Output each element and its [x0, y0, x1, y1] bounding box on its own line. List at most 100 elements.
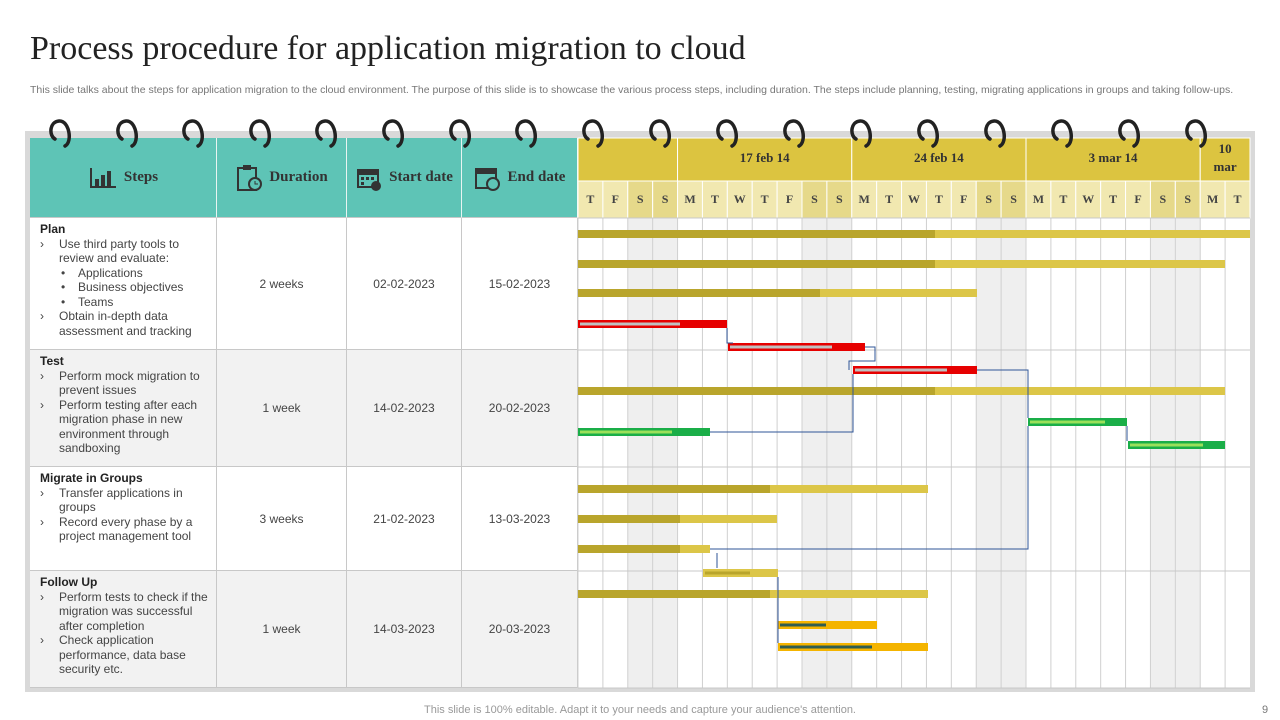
week-cell [1025, 137, 1201, 182]
week-label: 10 mar [1214, 141, 1237, 174]
start: 14-03-2023 [373, 622, 435, 636]
end-cell: 13-03-2023 [462, 467, 578, 571]
bar [935, 260, 1225, 268]
page-number: 9 [1262, 704, 1269, 716]
sub-item: Teams [59, 295, 210, 310]
bar [680, 545, 710, 553]
bar-progress [1030, 420, 1105, 424]
subtitle: This slide talks about the steps for app… [30, 84, 1234, 96]
step-cell: Follow UpPerform tests to check if the m… [30, 571, 217, 688]
day-label: T [1109, 192, 1117, 206]
day-label: M [684, 192, 695, 206]
dependency-line [726, 328, 733, 344]
day-label: F [612, 192, 619, 206]
bar-progress [730, 345, 832, 349]
day-label: F [1134, 192, 1141, 206]
day-label: M [1207, 192, 1218, 206]
weekend-shade [1175, 218, 1201, 688]
binder-ring [249, 119, 271, 148]
day-label: S [662, 192, 669, 206]
binder-ring [1051, 119, 1073, 148]
sub-item: Applications [59, 266, 210, 281]
day-label: T [935, 192, 943, 206]
gantt-body [578, 218, 1250, 688]
bar-progress [780, 623, 826, 627]
step-text: Perform mock migration to prevent issues [59, 368, 200, 398]
bar [578, 260, 935, 268]
bar [770, 590, 928, 598]
binder-ring [582, 119, 604, 148]
header-label: End date [507, 169, 566, 185]
duration-cell: 1 week [217, 350, 347, 467]
start-cell: 14-02-2023 [347, 350, 462, 467]
header-cell: Steps [30, 138, 217, 218]
bar-progress [855, 368, 947, 372]
start: 02-02-2023 [373, 276, 435, 291]
step-cell: PlanUse third party tools to review and … [30, 218, 217, 350]
day-label: T [1234, 192, 1242, 206]
day-cell [652, 180, 679, 219]
day-label: W [908, 192, 920, 206]
duration: 1 week [262, 622, 301, 636]
weekend-shade [1001, 218, 1026, 688]
weekend-shade [1150, 218, 1176, 688]
step-name: Follow Up [40, 575, 98, 589]
day-label: S [637, 192, 644, 206]
binder-ring [49, 119, 71, 148]
start: 21-02-2023 [373, 511, 435, 526]
day-cell [1125, 180, 1151, 219]
day-label: T [761, 192, 769, 206]
bar-progress [1130, 443, 1203, 447]
bar [778, 621, 877, 629]
step-text: Use third party tools to review and eval… [59, 236, 180, 266]
day-cell [950, 180, 977, 219]
bar [935, 387, 1225, 395]
binder-ring [850, 119, 872, 148]
binder-ring [649, 119, 671, 148]
day-label: F [786, 192, 793, 206]
binder-ring [984, 119, 1006, 148]
step-item: Obtain in-depth data assessment and trac… [40, 309, 210, 338]
start-cell: 14-03-2023 [347, 571, 462, 688]
step-list: Transfer applications in groupsRecord ev… [40, 486, 210, 544]
step-name: Test [40, 354, 64, 368]
day-label: W [1082, 192, 1094, 206]
step-text: Perform tests to check if the migration … [59, 589, 208, 633]
day-label: W [734, 192, 746, 206]
header-icon [474, 164, 502, 192]
step-text: Check application performance, data base… [59, 633, 186, 676]
header-label: Steps [123, 169, 159, 185]
day-label: S [1160, 192, 1167, 206]
end-cell: 20-02-2023 [462, 350, 578, 467]
day-label: S [811, 192, 818, 206]
bar [578, 230, 935, 238]
end: 20-02-2023 [488, 401, 551, 415]
step-text: Perform testing after each migration pha… [59, 397, 198, 456]
day-cell [975, 180, 1002, 219]
duration: 1 week [262, 401, 301, 415]
gantt: T F S S M T W T F S S M T W T F S S M T W T F S S M T 17 feb 14 24 f… [49, 119, 1251, 689]
dependency-line [977, 369, 1029, 418]
dependency-line [710, 374, 854, 433]
dependency-line [710, 426, 1029, 550]
step-name: Migrate in Groups [40, 471, 143, 485]
title: Process procedure for application migrat… [30, 30, 746, 67]
day-label: F [960, 192, 967, 206]
dependency-line [848, 346, 876, 370]
day-label: T [586, 192, 594, 206]
step-item: Record every phase by a project manageme… [40, 515, 210, 544]
duration-cell: 2 weeks [217, 218, 347, 350]
header-cell: End date [462, 138, 578, 218]
week-cell [577, 137, 679, 182]
day-cell [1000, 180, 1027, 219]
day-label: S [1184, 192, 1191, 206]
duration-cell: 3 weeks [217, 467, 347, 571]
step-list: Perform tests to check if the migration … [40, 590, 210, 677]
week-cell [677, 137, 853, 182]
end: 15-02-2023 [488, 276, 551, 291]
bar [680, 515, 777, 523]
bar-progress [580, 322, 680, 326]
step-cell: TestPerform mock migration to prevent is… [30, 350, 217, 467]
sub-list: ApplicationsBusiness objectivesTeams [59, 266, 210, 310]
